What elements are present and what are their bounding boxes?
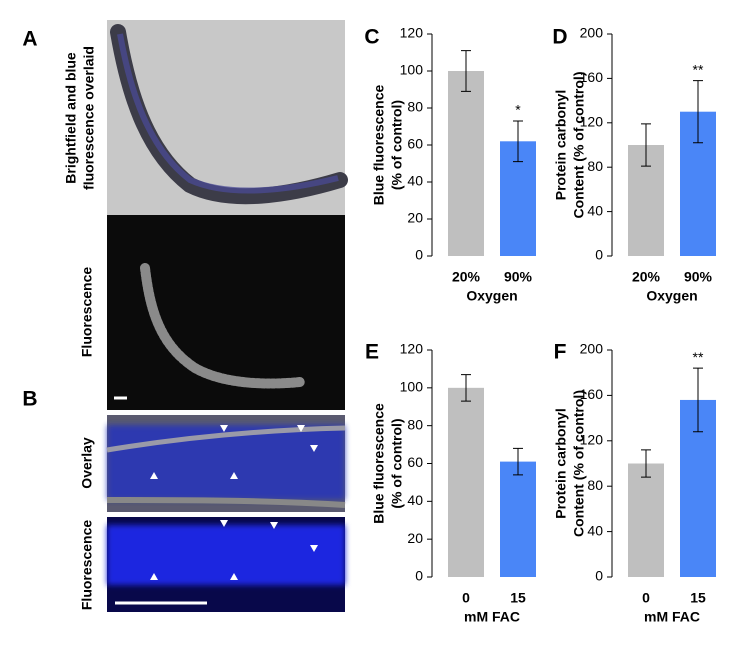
- image-caption: Fluorescence: [79, 520, 95, 610]
- y-tick-label: 20: [407, 530, 423, 546]
- y-tick-label: 0: [415, 568, 423, 584]
- y-tick-label: 80: [587, 158, 603, 174]
- error-bar: [513, 120, 523, 163]
- y-tick-label: 80: [407, 416, 423, 432]
- significance: *: [515, 102, 521, 118]
- image-caption: Overlay: [79, 437, 95, 489]
- panel-label: F: [554, 341, 567, 364]
- significance: **: [693, 349, 704, 365]
- y-tick-label: 100: [400, 379, 424, 395]
- y-tick-label: 200: [580, 341, 604, 357]
- y-tick-label: 60: [407, 136, 423, 152]
- bar: [500, 461, 536, 577]
- error-bar: [641, 449, 651, 478]
- y-axis-label: Blue fluorescence: [371, 84, 387, 205]
- y-tick-label: 0: [595, 568, 603, 584]
- image-caption: Brightfield and blue: [63, 52, 79, 184]
- panel-label: A: [22, 28, 37, 51]
- y-axis-label: Blue fluorescence: [371, 403, 387, 524]
- y-tick-label: 160: [580, 69, 604, 85]
- x-tick-label: 90%: [684, 269, 713, 285]
- x-axis-label: mM FAC: [464, 609, 520, 625]
- y-tick-label: 160: [580, 386, 604, 402]
- bar: [448, 71, 484, 256]
- x-tick-label: 90%: [504, 269, 533, 285]
- y-tick-label: 100: [400, 62, 424, 78]
- y-tick-label: 40: [587, 202, 603, 218]
- y-axis-label: (% of control): [389, 418, 405, 508]
- brightfield-image: [107, 20, 348, 215]
- y-tick-label: 120: [400, 25, 424, 41]
- significance: **: [693, 61, 704, 77]
- panel-label: E: [365, 341, 379, 364]
- y-tick-label: 200: [580, 25, 604, 41]
- y-tick-label: 40: [407, 173, 423, 189]
- error-bar: [693, 80, 703, 144]
- x-tick-label: 20%: [632, 269, 661, 285]
- y-axis-label: Content (% of control): [571, 390, 587, 537]
- bar: [448, 387, 484, 577]
- x-axis-label: Oxygen: [646, 288, 697, 304]
- error-bar: [693, 367, 703, 433]
- y-tick-label: 0: [415, 247, 423, 263]
- image-caption: fluorescence overlaid: [81, 46, 97, 190]
- y-tick-label: 120: [580, 432, 604, 448]
- y-tick-label: 60: [407, 454, 423, 470]
- image-caption: Fluorescence: [79, 267, 95, 357]
- x-axis-label: Oxygen: [466, 288, 517, 304]
- x-tick-label: 0: [642, 590, 650, 606]
- fluorescence-image: [107, 215, 345, 410]
- y-tick-label: 120: [400, 341, 424, 357]
- y-tick-label: 0: [595, 247, 603, 263]
- overlay-image: [106, 415, 346, 512]
- y-axis-label: (% of control): [389, 100, 405, 190]
- fluorescence-image: [107, 517, 345, 612]
- error-bar: [461, 50, 471, 92]
- panel-label: D: [552, 26, 567, 49]
- y-axis-label: Protein carbonyl: [553, 408, 569, 518]
- y-tick-label: 40: [587, 522, 603, 538]
- bar: [628, 463, 664, 577]
- y-tick-label: 120: [580, 114, 604, 130]
- y-tick-label: 80: [587, 477, 603, 493]
- y-tick-label: 40: [407, 492, 423, 508]
- x-tick-label: 15: [510, 590, 526, 606]
- y-tick-label: 80: [407, 99, 423, 115]
- y-tick-label: 20: [407, 210, 423, 226]
- panel-label: C: [364, 26, 379, 49]
- y-axis-label: Protein carbonyl: [553, 90, 569, 200]
- panel-label: B: [22, 388, 37, 411]
- x-tick-label: 20%: [452, 269, 481, 285]
- x-tick-label: 15: [690, 590, 706, 606]
- x-axis-label: mM FAC: [644, 609, 700, 625]
- error-bar: [461, 374, 471, 402]
- x-tick-label: 0: [462, 590, 470, 606]
- error-bar: [513, 447, 523, 476]
- error-bar: [641, 123, 651, 167]
- y-axis-label: Content (% of control): [571, 72, 587, 219]
